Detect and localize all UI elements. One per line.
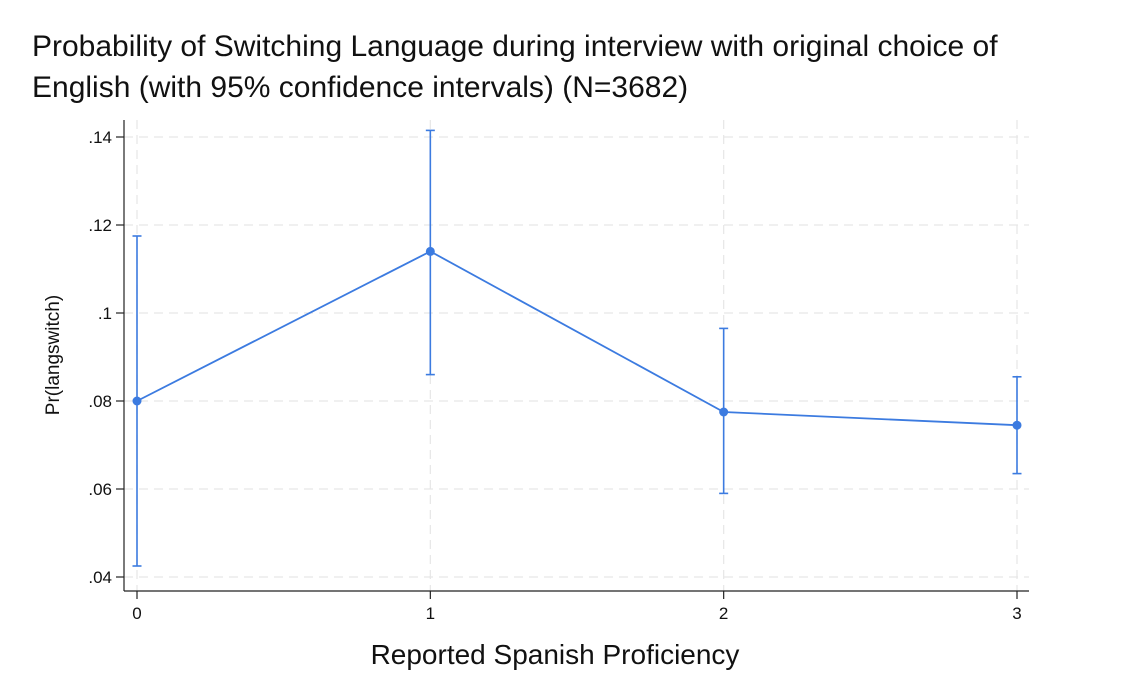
data-point (132, 396, 142, 406)
x-tick-label: 2 (719, 604, 728, 623)
axes (116, 120, 1029, 599)
data-point (719, 407, 729, 417)
chart-title: Probability of Switching Language during… (32, 26, 1122, 108)
data-points (132, 246, 1022, 430)
chart-title-line-1: Probability of Switching Language during… (32, 30, 998, 63)
y-tick-label: .08 (88, 392, 112, 411)
y-tick-label: .14 (88, 128, 112, 147)
series-lines (136, 250, 1018, 427)
y-axis-title: Pr(langswitch) (43, 295, 64, 415)
data-point (425, 246, 435, 256)
x-tick-label: 1 (426, 604, 435, 623)
x-tick-label: 0 (132, 604, 141, 623)
confidence-intervals (132, 129, 1022, 567)
data-point (1012, 420, 1022, 430)
tick-labels: .04 .06 .08 .1 .12 .14 0 1 2 3 (88, 128, 1021, 623)
y-tick-label: .04 (88, 568, 112, 587)
y-tick-label: .1 (98, 304, 112, 323)
x-axis-title: Reported Spanish Proficiency (371, 639, 740, 670)
grid-lines (124, 120, 1029, 591)
x-tick-label: 3 (1012, 604, 1021, 623)
series-line (136, 250, 1018, 427)
chart-title-line-2: English (with 95% confidence intervals) … (32, 71, 689, 104)
y-tick-label: .06 (88, 480, 112, 499)
y-tick-label: .12 (88, 216, 112, 235)
